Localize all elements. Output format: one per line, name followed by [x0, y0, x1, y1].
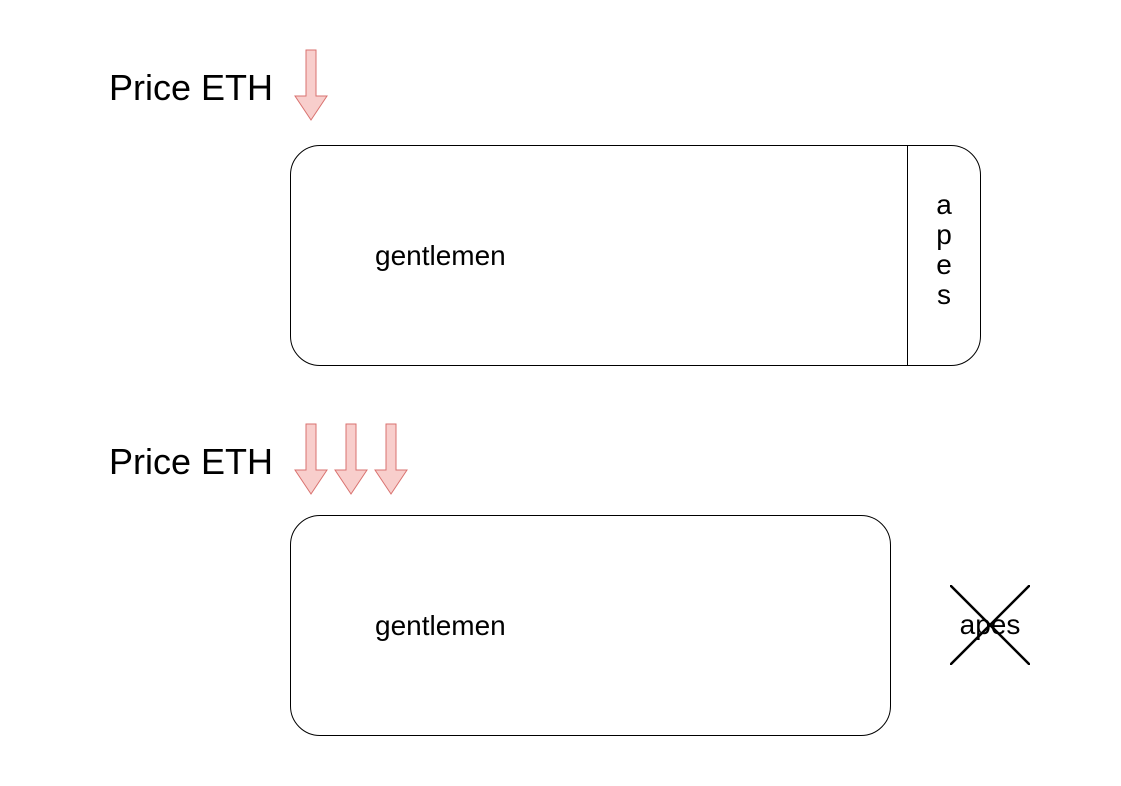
- top-divider: [907, 146, 908, 365]
- top-heading: Price ETH: [109, 67, 274, 108]
- side-label-letter: a: [936, 189, 952, 220]
- side-label-letter: s: [937, 279, 951, 310]
- bottom-down-arrow-icon: [374, 423, 408, 495]
- side-label-letter: e: [936, 249, 952, 280]
- bottom-down-arrow-icon: [294, 423, 328, 495]
- bottom-main-label: gentlemen: [375, 610, 506, 641]
- top-down-arrow-icon: [294, 49, 328, 121]
- top-down-arrows: [294, 49, 328, 121]
- bottom-container-box: gentlemen: [290, 515, 891, 736]
- bottom-down-arrow-icon: [334, 423, 368, 495]
- bottom-down-arrows: [294, 423, 408, 495]
- top-main-label: gentlemen: [375, 240, 506, 271]
- cross-out-icon: [950, 585, 1030, 665]
- bottom-heading: Price ETH: [109, 441, 274, 482]
- side-label-letter: p: [936, 219, 952, 250]
